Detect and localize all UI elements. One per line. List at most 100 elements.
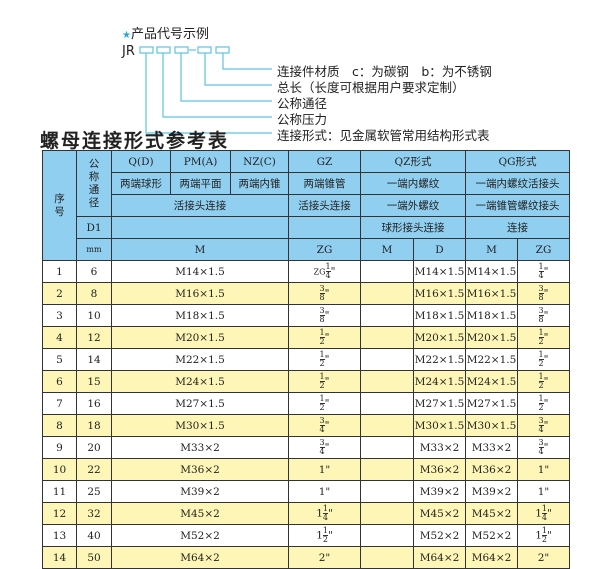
denominator: 4 (538, 425, 544, 434)
table-row: 5 14 M22×1.5 1 2 " M22×1.5 M22×1.5 1 2 " (42, 348, 570, 371)
inch-mark: " (543, 353, 549, 366)
cell-zg: 1" (288, 480, 361, 503)
cell-no: 6 (42, 370, 77, 393)
cell-qg-zg: 1 2 " (517, 326, 570, 349)
cell-qz-m (360, 502, 414, 525)
numerator: 1 (319, 394, 325, 404)
inch-mark: " (543, 287, 549, 300)
inch-mark: " (324, 309, 330, 322)
code-prefix: JR (122, 44, 135, 59)
numerator: 1 (538, 350, 544, 360)
table-row: 6 15 M24×1.5 1 2 " M24×1.5 M24×1.5 1 2 " (42, 370, 570, 393)
cell-no: 13 (42, 524, 77, 547)
cell-zg: 1 1 4 " (288, 502, 361, 525)
cell-m: M64×2 (111, 546, 289, 569)
label-nominal-diameter: 公称通径 (277, 96, 328, 111)
cell-qz-d: M20×1.5 (413, 326, 466, 349)
cell-m: M16×1.5 (111, 282, 289, 305)
cell-dn: 32 (76, 502, 112, 525)
inch-mark: " (324, 331, 330, 344)
zg-whole: 2 (537, 551, 545, 564)
cell-qg-zg: 3 8 " (517, 282, 570, 305)
zg-whole: 1 (537, 485, 545, 498)
cell-qg-zg: 1 2 " (517, 370, 570, 393)
table-row: 10 22 M36×2 1" M36×2 M36×2 1" (42, 458, 570, 481)
numerator: 3 (319, 284, 325, 294)
cell-qg-zg: 1 1 2 " (517, 524, 570, 547)
cell-qz-m (360, 282, 414, 305)
cell-zg: 3 4 " (288, 436, 361, 459)
inch-mark: " (546, 507, 552, 520)
numerator: 1 (319, 350, 325, 360)
cell-m: M33×2 (111, 436, 289, 459)
cell-qz-d: M27×1.5 (413, 392, 466, 415)
header-col-qg-m: M (465, 238, 518, 261)
inch-mark: " (544, 485, 550, 498)
header-gz-joint: 活接头连接 (288, 194, 361, 217)
cell-qz-d: M14×1.5 (413, 260, 466, 283)
cell-qg-zg: 1 2 " (517, 348, 570, 371)
header-col-qg-zg: ZG (517, 238, 570, 261)
numerator: 1 (319, 328, 325, 338)
star-icon: ★ (122, 30, 131, 41)
zg-whole: 1 (535, 529, 542, 542)
header-qz-desc3: 球形接头连接 (360, 216, 466, 239)
cell-no: 5 (42, 348, 77, 371)
inch-mark: " (324, 419, 330, 432)
label-nominal-pressure: 公称压力 (277, 112, 328, 127)
cell-dn: 40 (76, 524, 112, 547)
header-qg-desc2: 一端锥管螺纹接头 (465, 194, 570, 217)
cell-no: 14 (42, 546, 77, 569)
zg-whole: 1 (318, 485, 326, 498)
table-row: 7 16 M27×1.5 1 2 " M27×1.5 M27×1.5 1 2 " (42, 392, 570, 415)
table-row: 11 25 M39×2 1" M39×2 M39×2 1" (42, 480, 570, 503)
header-qg-desc3: 连接 (465, 216, 570, 239)
inch-mark: " (324, 375, 330, 388)
header-qz-desc2: 一端外螺纹 (360, 194, 466, 217)
header-seq: 序号 (42, 150, 77, 261)
header-col-qz-d: D (413, 238, 466, 261)
numerator: 3 (538, 438, 544, 448)
cell-zg: 1" (288, 458, 361, 481)
cell-qg-zg: 2" (517, 546, 570, 569)
header-qd-desc: 两端球形 (111, 172, 171, 195)
inch-mark: " (325, 463, 331, 476)
table-row: 13 40 M52×2 1 1 2 " M52×2 M52×2 1 1 2 " (42, 524, 570, 547)
header-qd: Q(D) (111, 150, 171, 173)
cell-qz-d: M45×2 (413, 502, 466, 525)
label-connection-form: 连接形式：见金属软管常用结构形式表 (277, 128, 490, 143)
zg-whole: 1 (318, 463, 326, 476)
numerator: 1 (325, 262, 331, 272)
inch-mark: " (543, 309, 549, 322)
cell-qg-m: M22×1.5 (465, 348, 518, 371)
cell-qz-d: M36×2 (413, 458, 466, 481)
cell-dn: 18 (76, 414, 112, 437)
cell-qg-zg: 1" (517, 458, 570, 481)
denominator: 2 (538, 359, 544, 368)
header-col-qz-m: M (360, 238, 414, 261)
cell-m: M20×1.5 (111, 326, 289, 349)
header-qz: QZ形式 (360, 150, 466, 173)
numerator: 1 (538, 328, 544, 338)
cell-qg-m: M45×2 (465, 502, 518, 525)
denominator: 4 (319, 425, 325, 434)
header-pma: PM(A) (170, 150, 231, 173)
denominator: 4 (538, 271, 544, 280)
cell-qg-m: M36×2 (465, 458, 518, 481)
header-qz-desc: 一端内螺纹 (360, 172, 466, 195)
numerator: 1 (538, 262, 544, 272)
inch-mark: " (543, 441, 549, 454)
header-dn: 公称通径 (76, 150, 112, 217)
cell-dn: 22 (76, 458, 112, 481)
cell-dn: 50 (76, 546, 112, 569)
cell-qz-m (360, 414, 414, 437)
cell-qg-zg: 3 4 " (517, 436, 570, 459)
cell-no: 2 (42, 282, 77, 305)
